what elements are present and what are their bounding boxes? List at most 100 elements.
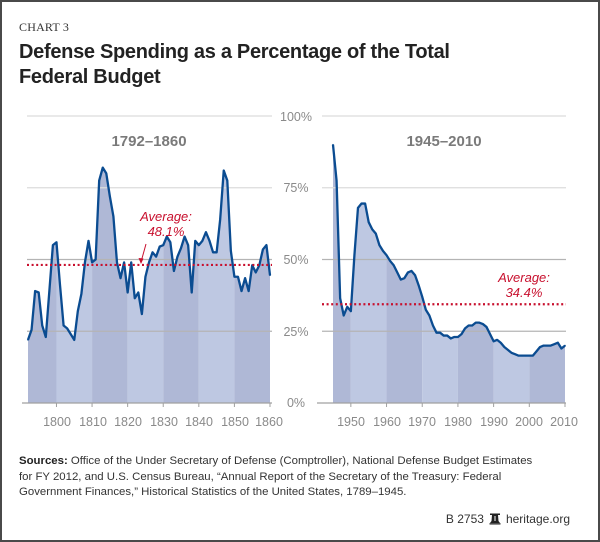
data-point-left-1829 [158, 245, 161, 248]
sources-text-2: for FY 2012, and U.S. Census Bureau, “An… [19, 470, 502, 483]
chart-title-line-2: Federal Budget [19, 66, 161, 88]
data-point-left-1799 [52, 244, 54, 246]
data-point-right-1953 [360, 202, 363, 205]
data-point-right-1973 [432, 324, 434, 327]
data-point-left-1850 [233, 275, 236, 278]
average-value-right: 34.4% [506, 285, 543, 300]
x-tick-label-left-1860: 1860 [255, 415, 283, 429]
data-point-right-1988 [485, 326, 488, 328]
data-point-left-1828 [155, 255, 157, 258]
x-tick-label-right-1970: 1970 [408, 415, 436, 429]
data-point-right-1948 [342, 314, 345, 317]
x-tick-label-left-1810: 1810 [79, 415, 107, 429]
y-tick-label-100: 100% [280, 110, 312, 124]
data-point-right-2009 [560, 347, 563, 350]
data-point-right-1979 [453, 336, 456, 338]
data-point-right-2001 [532, 354, 534, 357]
data-point-left-1808 [84, 261, 86, 264]
data-point-right-1997 [517, 354, 520, 357]
data-point-left-1854 [247, 290, 250, 292]
data-point-left-1844 [212, 251, 214, 254]
data-point-right-2008 [557, 341, 559, 344]
data-point-right-1989 [489, 333, 491, 335]
data-point-right-2000 [528, 354, 531, 357]
x-tick-label-left-1830: 1830 [150, 415, 178, 429]
data-point-left-1795 [37, 291, 40, 294]
data-point-left-1824 [141, 313, 143, 315]
data-point-right-1984 [471, 324, 474, 327]
x-tick-label-right-1990: 1990 [480, 415, 508, 429]
data-point-right-1971 [425, 308, 427, 311]
data-point-right-1991 [496, 339, 498, 341]
data-point-right-1985 [474, 321, 477, 324]
y-tick-label-25: 25% [283, 325, 308, 339]
data-point-left-1792 [27, 339, 29, 341]
data-point-right-1972 [428, 314, 431, 317]
data-point-left-1800 [55, 241, 58, 244]
data-point-right-1995 [510, 351, 513, 354]
data-point-left-1811 [94, 258, 97, 261]
site-link[interactable]: heritage.org [505, 512, 570, 526]
data-point-right-1978 [449, 337, 452, 340]
data-point-left-1804 [69, 333, 72, 335]
data-point-right-1950 [350, 310, 352, 312]
data-point-right-1952 [357, 207, 359, 209]
data-point-right-1961 [389, 260, 391, 262]
data-point-left-1819 [123, 261, 125, 264]
data-point-left-1848 [226, 179, 229, 182]
data-point-left-1826 [148, 261, 150, 264]
data-point-left-1842 [205, 231, 207, 234]
data-point-right-1947 [339, 297, 341, 300]
y-tick-label-75: 75% [283, 181, 308, 195]
liberty-bell-icon [489, 513, 501, 525]
sources-label: Sources: [19, 455, 68, 467]
data-point-left-1810 [91, 261, 93, 264]
data-point-left-1796 [41, 324, 44, 327]
data-point-left-1807 [80, 293, 83, 295]
data-point-left-1816 [112, 215, 115, 218]
x-tick-label-left-1820: 1820 [114, 415, 142, 429]
decade-band-right [529, 144, 565, 403]
data-point-right-1968 [414, 274, 416, 277]
data-point-left-1859 [265, 244, 268, 246]
area-series [26, 143, 566, 357]
data-point-right-1959 [382, 250, 384, 252]
data-point-left-1830 [162, 244, 165, 246]
data-point-left-1827 [151, 251, 154, 254]
data-point-right-1949 [346, 306, 349, 308]
data-point-left-1834 [176, 255, 179, 258]
data-point-right-1996 [514, 353, 516, 356]
data-point-left-1849 [230, 250, 232, 252]
data-point-left-1818 [119, 277, 122, 279]
data-point-right-1945 [332, 143, 334, 146]
data-point-right-1998 [521, 354, 523, 357]
sources-note: Sources: Office of the Under Secretary o… [19, 454, 584, 501]
data-point-left-1823 [137, 291, 140, 294]
chart-kicker: CHART 3 [19, 20, 70, 34]
data-point-left-1837 [187, 244, 189, 246]
report-code: B 2753 [445, 512, 484, 526]
data-point-left-1822 [133, 297, 136, 300]
panel-title-right: 1945–2010 [406, 133, 481, 150]
data-point-left-1821 [130, 261, 133, 264]
data-point-left-1839 [194, 240, 197, 242]
data-point-right-2004 [542, 344, 545, 347]
data-point-left-1803 [66, 327, 68, 330]
data-point-right-1993 [503, 346, 506, 348]
data-point-right-1966 [407, 271, 409, 274]
data-point-right-2005 [546, 344, 548, 347]
data-point-left-1798 [48, 290, 51, 292]
data-point-right-1960 [385, 254, 388, 256]
data-point-left-1835 [180, 247, 182, 249]
data-point-left-1833 [173, 270, 175, 272]
sources-text-1: Office of the Under Secretary of Defense… [67, 455, 533, 467]
data-point-right-1951 [353, 254, 356, 256]
x-tick-label-left-1850: 1850 [221, 415, 249, 429]
data-point-right-1956 [371, 228, 374, 231]
data-point-right-2006 [549, 344, 552, 347]
data-point-right-1982 [464, 327, 466, 330]
decade-band-left [56, 167, 93, 403]
data-point-left-1858 [262, 248, 264, 251]
average-lines [27, 263, 566, 306]
